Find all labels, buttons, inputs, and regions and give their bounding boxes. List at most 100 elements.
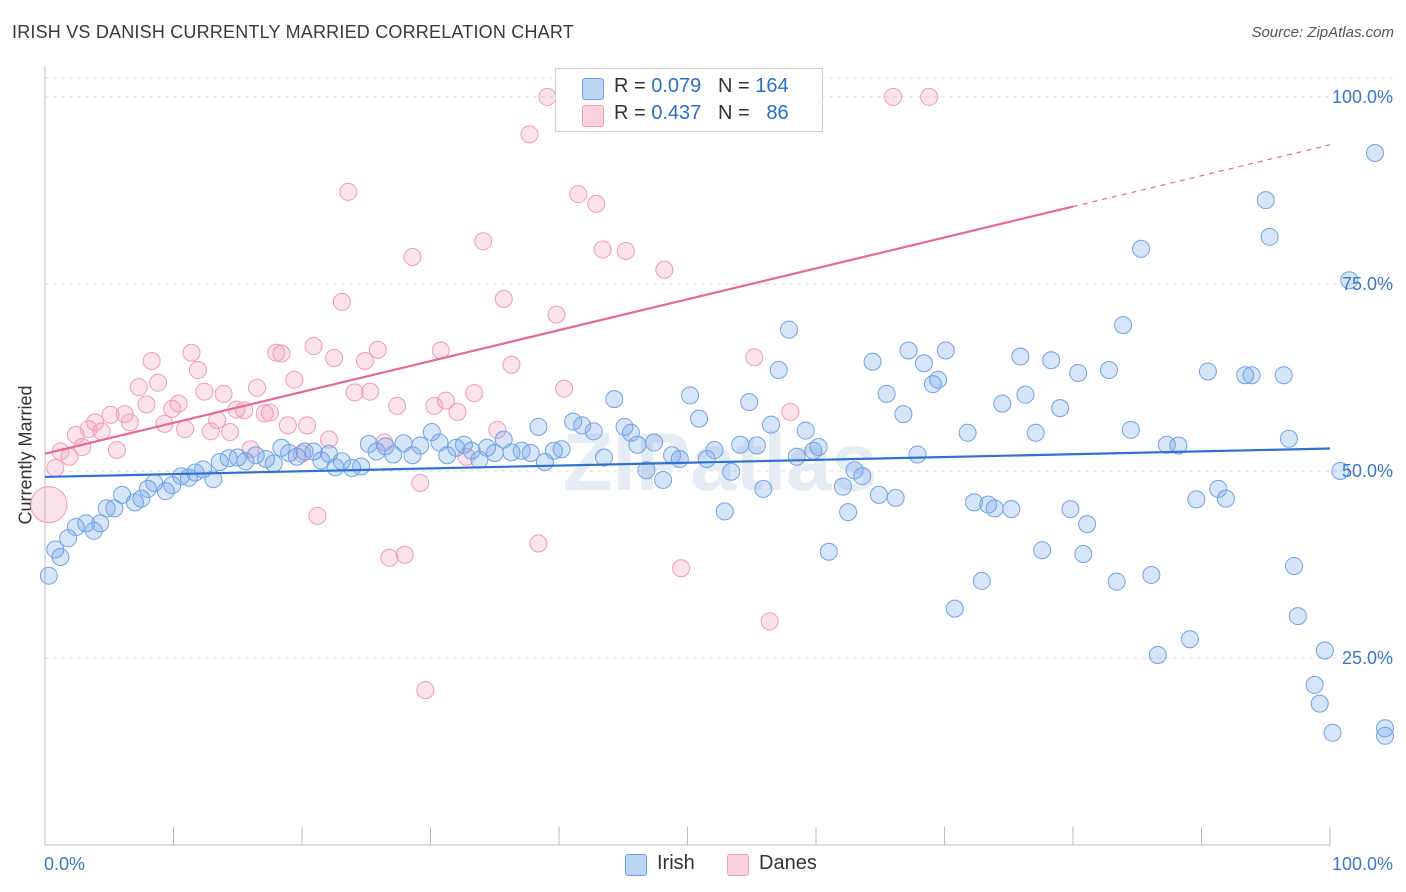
irish-point	[1331, 461, 1350, 480]
irish-point	[204, 470, 223, 489]
danes-point	[129, 378, 148, 397]
danes-point	[494, 289, 513, 308]
danes-point	[368, 340, 387, 359]
irish-point	[422, 423, 441, 442]
irish-point	[628, 435, 647, 454]
irish-point	[584, 422, 603, 441]
danes-point	[355, 351, 374, 370]
irish-point	[544, 441, 563, 460]
irish-point	[715, 502, 734, 521]
irish-point	[1051, 399, 1070, 418]
danes-point	[569, 185, 588, 204]
danes-point	[107, 441, 126, 460]
irish-point	[1142, 565, 1161, 584]
danes-point	[221, 423, 240, 442]
danes-point	[380, 548, 399, 567]
danes-point	[182, 343, 201, 362]
irish-point	[833, 477, 852, 496]
danes-point	[255, 404, 274, 423]
irish-point	[1132, 239, 1151, 258]
irish-point	[1279, 429, 1298, 448]
irish-point	[1310, 694, 1329, 713]
danes-point	[260, 403, 279, 422]
danes-point	[425, 396, 444, 415]
irish-point	[605, 390, 624, 409]
danes-point	[86, 413, 105, 432]
irish-point	[105, 499, 124, 518]
irish-point	[1256, 191, 1275, 210]
irish-point	[1376, 719, 1394, 738]
irish-point	[1274, 366, 1293, 385]
irish-point	[438, 446, 457, 465]
irish-point	[740, 393, 759, 412]
irish-point	[411, 436, 430, 455]
danes-point	[188, 360, 207, 379]
irish-point	[1114, 316, 1133, 335]
danes-point	[547, 305, 566, 324]
irish-point	[1242, 366, 1261, 385]
danes-point	[298, 416, 317, 435]
irish-point	[877, 384, 896, 403]
irish-point	[384, 445, 403, 464]
danes-point	[267, 343, 286, 362]
irish-point	[863, 352, 882, 371]
irish-point	[1002, 500, 1021, 519]
irish-point	[573, 416, 592, 435]
irish-point	[1016, 385, 1035, 404]
series-danes	[30, 87, 939, 700]
irish-point	[1323, 723, 1342, 742]
irish-point	[172, 467, 191, 486]
irish-r-value: 0.079	[651, 75, 702, 97]
danes-point	[502, 355, 521, 374]
irish-point	[1099, 360, 1118, 379]
irish-legend-swatch	[625, 854, 647, 876]
irish-point	[690, 409, 709, 428]
irish-point	[747, 436, 766, 455]
irish-point	[97, 499, 116, 518]
danes-point	[304, 337, 323, 356]
chart-title: IRISH VS DANISH CURRENTLY MARRIED CORREL…	[12, 22, 574, 42]
irish-point	[722, 462, 741, 481]
irish-point	[762, 415, 781, 434]
danes-point	[319, 430, 338, 449]
irish-point	[1033, 541, 1052, 560]
irish-point	[1026, 423, 1045, 442]
irish-point	[787, 447, 806, 466]
irish-point	[304, 442, 323, 461]
danes-point	[285, 370, 304, 389]
danes-point	[538, 87, 557, 106]
irish-point	[1121, 420, 1140, 439]
danes-point	[411, 473, 430, 492]
irish-point	[1061, 500, 1080, 519]
irish-point	[39, 566, 58, 585]
danes-point	[616, 242, 635, 261]
irish-point	[945, 599, 964, 618]
danes-point	[760, 612, 779, 631]
irish-point	[972, 571, 991, 590]
irish-point	[869, 485, 888, 504]
irish-swatch	[582, 78, 604, 100]
danes-legend-label: Danes	[759, 852, 817, 874]
danes-point	[325, 349, 344, 368]
danes-legend-swatch	[727, 854, 749, 876]
x-tick-label-right: 100.0%	[1332, 854, 1393, 874]
y-tick-label: 25.0%	[1342, 648, 1393, 668]
irish-legend-label: Irish	[657, 852, 695, 874]
irish-point	[809, 438, 828, 457]
irish-point	[819, 542, 838, 561]
irish-point	[1340, 271, 1359, 290]
irish-point	[796, 421, 815, 440]
danes-swatch	[582, 105, 604, 127]
irish-point	[66, 518, 85, 537]
danes-point	[745, 348, 764, 367]
danes-point	[361, 382, 380, 401]
irish-point	[853, 467, 872, 486]
y-tick-label: 100.0%	[1332, 87, 1393, 107]
irish-point	[1209, 479, 1228, 498]
danes-point	[587, 194, 606, 213]
danes-point	[555, 379, 574, 398]
danes-point	[142, 351, 161, 370]
irish-point	[1148, 645, 1167, 664]
danes-r-value: 0.437	[651, 102, 702, 124]
axes	[44, 67, 1331, 846]
